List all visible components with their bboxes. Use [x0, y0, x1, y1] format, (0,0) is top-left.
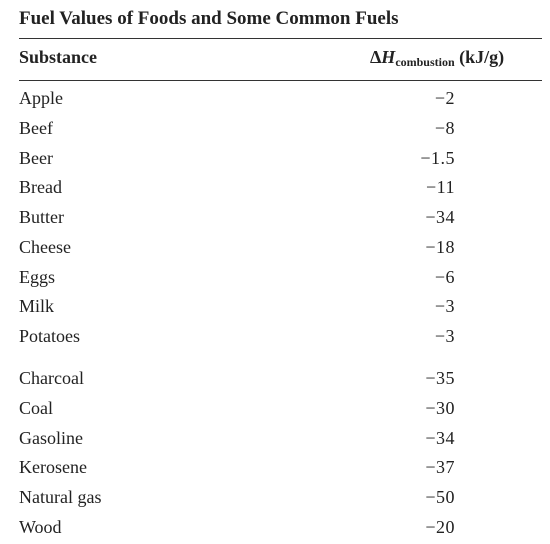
substance-cell: Natural gas	[19, 487, 102, 507]
header-rule	[19, 80, 542, 81]
delta-symbol: Δ	[370, 47, 382, 67]
substance-cell: Milk	[19, 296, 55, 316]
substance-cell: Beer	[19, 148, 53, 168]
enthalpy-value-cell: −30	[425, 398, 455, 418]
substance-cell: Potatoes	[19, 326, 80, 346]
enthalpy-value-cell: −34	[425, 428, 455, 448]
table-row: Bread −11	[0, 177, 550, 201]
enthalpy-value-cell: −11	[426, 177, 455, 197]
table-row: Gasoline −34	[0, 428, 550, 452]
substance-cell: Gasoline	[19, 428, 83, 448]
table-row: Charcoal −35	[0, 368, 550, 392]
enthalpy-value-cell: −18	[425, 237, 455, 257]
enthalpy-value-cell: −37	[425, 457, 455, 477]
substance-cell: Coal	[19, 398, 53, 418]
table-row: Apple −2	[0, 88, 550, 112]
substance-cell: Bread	[19, 177, 62, 197]
table-row: Beef −8	[0, 118, 550, 142]
substance-cell: Apple	[19, 88, 63, 108]
substance-cell: Wood	[19, 517, 62, 537]
enthalpy-value-cell: −2	[434, 88, 455, 108]
table-title: Fuel Values of Foods and Some Common Fue…	[19, 8, 399, 29]
enthalpy-value-cell: −35	[425, 368, 455, 388]
enthalpy-value-cell: −1.5	[420, 148, 455, 168]
substance-cell: Cheese	[19, 237, 71, 257]
table-row: Potatoes −3	[0, 326, 550, 350]
enthalpy-value-cell: −20	[425, 517, 455, 537]
substance-cell: Charcoal	[19, 368, 84, 388]
unit-label: (kJ/g)	[459, 47, 505, 67]
substance-cell: Kerosene	[19, 457, 87, 477]
enthalpy-symbol: H	[381, 47, 396, 67]
table-row: Kerosene −37	[0, 457, 550, 481]
enthalpy-column-header: ΔHcombustion (kJ/g)	[370, 47, 504, 70]
substance-cell: Eggs	[19, 267, 55, 287]
enthalpy-value-cell: −34	[425, 207, 455, 227]
substance-cell: Butter	[19, 207, 64, 227]
combustion-subscript: combustion	[395, 55, 455, 69]
enthalpy-value-cell: −8	[434, 118, 455, 138]
top-rule	[19, 38, 542, 39]
table-row: Milk −3	[0, 296, 550, 320]
table-row: Eggs −6	[0, 267, 550, 291]
table-row: Beer −1.5	[0, 148, 550, 172]
enthalpy-value-cell: −3	[434, 326, 455, 346]
substance-cell: Beef	[19, 118, 53, 138]
table-row: Natural gas −50	[0, 487, 550, 511]
table-row: Cheese −18	[0, 237, 550, 261]
enthalpy-value-cell: −6	[434, 267, 455, 287]
substance-column-header: Substance	[19, 47, 98, 67]
enthalpy-value-cell: −50	[425, 487, 455, 507]
table-row: Butter −34	[0, 207, 550, 231]
enthalpy-value-cell: −3	[434, 296, 455, 316]
table-row: Wood −20	[0, 517, 550, 541]
table-row: Coal −30	[0, 398, 550, 422]
